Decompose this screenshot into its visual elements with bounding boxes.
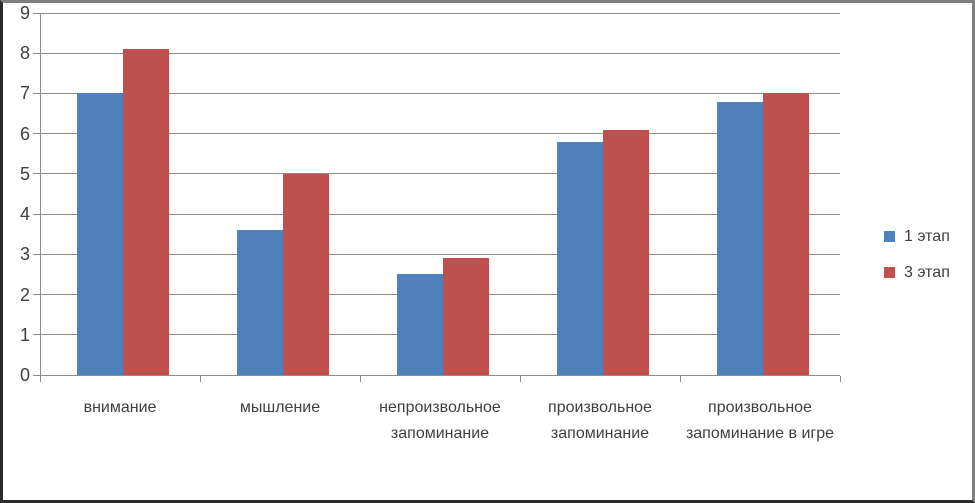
y-tick-5 <box>33 173 40 175</box>
bar-series1-category5 <box>717 101 763 375</box>
y-tick-9 <box>33 12 40 14</box>
gridline-8 <box>40 52 840 54</box>
y-axis-label-1: 1 <box>19 324 30 345</box>
x-axis-label-1: внимание <box>83 399 157 416</box>
y-axis-label-4: 4 <box>19 204 30 225</box>
x-tick-2 <box>360 376 361 382</box>
x-tick-4 <box>680 376 681 382</box>
y-axis-label-0: 0 <box>19 365 30 385</box>
y-tick-8 <box>33 52 40 54</box>
bar-series2-category2 <box>283 173 329 375</box>
y-axis-label-6: 6 <box>19 123 30 144</box>
bar-series1-category1 <box>77 93 123 375</box>
legend-entry-2: 3 этап <box>884 263 950 282</box>
x-axis-label-2: мышление <box>239 399 321 416</box>
bar-series2-category1 <box>123 49 169 375</box>
y-axis-label-5: 5 <box>19 163 30 184</box>
x-axis-line <box>40 375 840 376</box>
bar-series2-category4 <box>603 129 649 375</box>
gridline-5 <box>40 173 840 175</box>
y-axis-label-9: 9 <box>19 3 30 23</box>
x-tick-5 <box>840 376 841 382</box>
legend: 1 этап 3 этап <box>884 227 950 282</box>
y-tick-7 <box>33 92 40 94</box>
legend-swatch-icon <box>884 231 895 242</box>
y-tick-6 <box>33 133 40 135</box>
bar-series2-category5 <box>763 93 809 375</box>
y-tick-2 <box>33 294 40 296</box>
plot-area: 0 1 2 3 4 5 6 7 8 9 <box>20 3 841 385</box>
gridline-4 <box>40 213 840 215</box>
y-tick-3 <box>33 253 40 255</box>
bar-series1-category4 <box>557 141 603 375</box>
y-tick-0 <box>33 374 40 376</box>
y-axis-label-8: 8 <box>19 43 30 64</box>
y-axis-label-2: 2 <box>19 284 30 305</box>
legend-label-1: 1 этап <box>904 228 950 245</box>
bar-series2-category3 <box>443 258 489 375</box>
gridline-7 <box>40 92 840 94</box>
gridline-3 <box>40 253 840 255</box>
x-axis-label-3: непроизвольное запоминание <box>379 399 501 442</box>
gridline-6 <box>40 133 840 135</box>
y-tick-1 <box>33 334 40 336</box>
x-tick-3 <box>520 376 521 382</box>
x-axis-label-4: произвольное запоминание <box>548 399 652 442</box>
x-axis-label-5: произвольное запоминание в игре <box>685 399 835 442</box>
legend-entry-1: 1 этап <box>884 227 950 246</box>
y-axis-line <box>40 13 41 381</box>
y-axis-label-3: 3 <box>19 244 30 265</box>
gridline-9 <box>40 12 840 14</box>
x-tick-0 <box>40 376 41 382</box>
bar-series1-category3 <box>397 274 443 375</box>
y-tick-4 <box>33 213 40 215</box>
legend-swatch-icon <box>884 267 895 278</box>
y-axis-label-7: 7 <box>19 83 30 104</box>
bar-series1-category2 <box>237 230 283 375</box>
legend-label-2: 3 этап <box>904 264 950 281</box>
x-tick-1 <box>200 376 201 382</box>
